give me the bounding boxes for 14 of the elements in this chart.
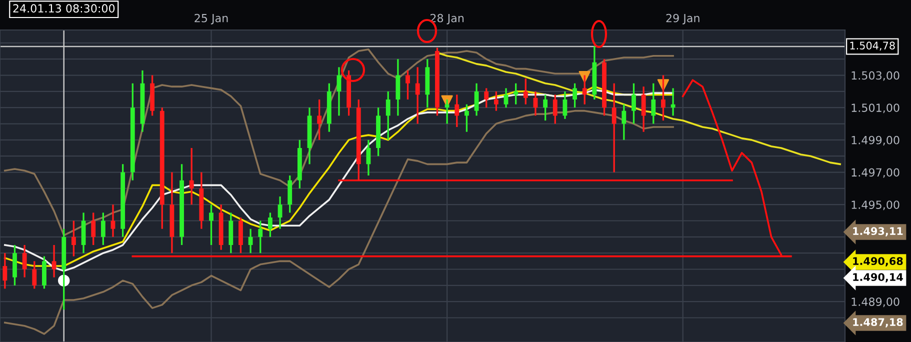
text: 1.490,14 <box>853 273 903 282</box>
text: 1.487,18 <box>853 318 903 328</box>
x-tick-label: 29 Jan <box>666 14 700 24</box>
y-tick-label: 1.497,00 <box>852 168 900 178</box>
text: 1.493,11 <box>853 227 903 236</box>
y-tick-label: 1.503,00 <box>852 71 900 81</box>
ref-line-label: 1.504,78 <box>850 42 895 51</box>
y-tick-label: 1.489,00 <box>852 298 900 308</box>
y-tick-label: 1.501,00 <box>852 104 900 114</box>
y-tick-label: 1.499,00 <box>852 136 900 146</box>
text: 24.01.13 08:30:00 <box>13 4 115 13</box>
x-tick-label: 25 Jan <box>194 14 228 24</box>
y-tick-label: 1.495,00 <box>852 200 900 210</box>
text: 1.490,68 <box>853 257 903 266</box>
